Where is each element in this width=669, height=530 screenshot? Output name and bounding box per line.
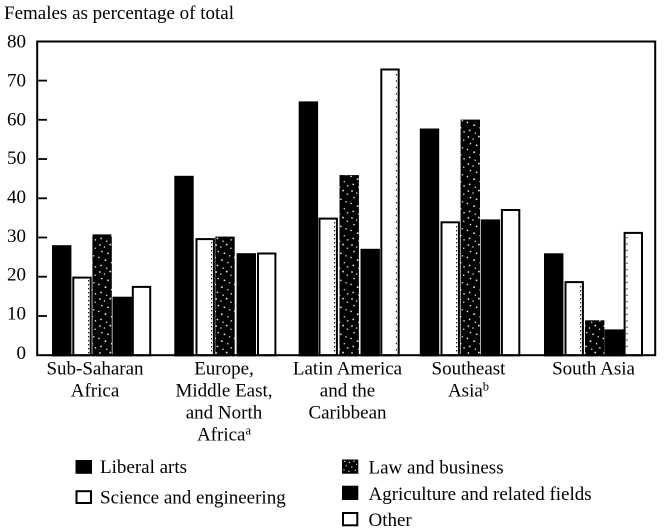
svg-text:South Asia: South Asia xyxy=(552,359,635,380)
svg-text:Middle East,: Middle East, xyxy=(175,381,272,402)
svg-text:Africaa: Africaa xyxy=(197,424,252,446)
svg-text:Caribbean: Caribbean xyxy=(308,403,387,424)
svg-text:Southeast: Southeast xyxy=(432,359,507,380)
svg-text:0: 0 xyxy=(17,343,27,364)
svg-text:and the: and the xyxy=(320,381,375,402)
svg-text:40: 40 xyxy=(7,187,26,208)
svg-text:Sub-Saharan: Sub-Saharan xyxy=(46,359,144,380)
svg-text:Latin America: Latin America xyxy=(293,359,403,380)
svg-text:30: 30 xyxy=(7,226,26,247)
svg-text:and North: and North xyxy=(186,403,263,424)
svg-text:Africa: Africa xyxy=(71,381,120,402)
svg-text:Science and engineering: Science and engineering xyxy=(100,487,286,508)
svg-text:80: 80 xyxy=(7,32,26,53)
svg-text:60: 60 xyxy=(7,109,26,130)
svg-text:Asiab: Asiab xyxy=(448,380,489,402)
svg-text:Other: Other xyxy=(369,510,413,530)
svg-text:50: 50 xyxy=(7,148,26,169)
svg-text:Europe,: Europe, xyxy=(194,359,254,380)
svg-text:Females as percentage of total: Females as percentage of total xyxy=(4,3,234,24)
svg-text:20: 20 xyxy=(7,265,26,286)
svg-text:Agriculture and related fields: Agriculture and related fields xyxy=(369,484,592,505)
svg-text:10: 10 xyxy=(7,304,26,325)
svg-text:70: 70 xyxy=(7,70,26,91)
svg-text:Law and business: Law and business xyxy=(369,458,504,479)
svg-text:Liberal arts: Liberal arts xyxy=(100,457,187,478)
